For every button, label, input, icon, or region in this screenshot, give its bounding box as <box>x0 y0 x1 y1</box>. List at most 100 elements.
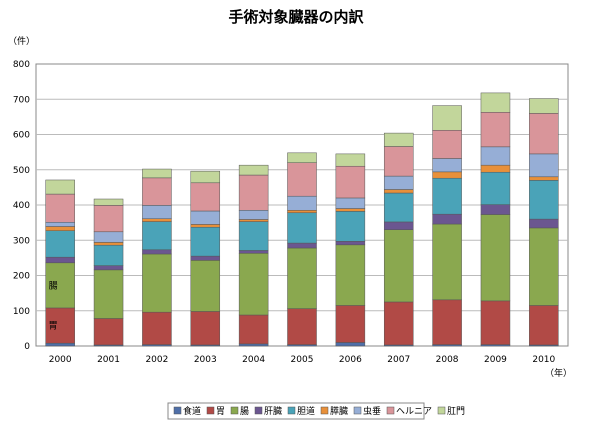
bar-segment <box>383 192 414 223</box>
bar-segment <box>432 130 462 159</box>
bar-segment <box>142 221 172 251</box>
in-bar-labels: 腸胃 <box>49 280 58 331</box>
bar-segment <box>480 171 511 205</box>
bar-segment <box>383 301 414 346</box>
bar-segment <box>383 229 414 303</box>
legend-label: 虫垂 <box>363 405 381 417</box>
bar-segment <box>45 179 75 195</box>
bar-segment <box>190 226 221 257</box>
bar-segment <box>190 182 221 212</box>
bar-segment <box>529 176 559 181</box>
y-tick-label: 100 <box>13 307 30 317</box>
bar-segment <box>142 168 172 179</box>
bar-segment <box>45 222 75 227</box>
bar-segment <box>432 223 462 301</box>
bar-segment <box>287 152 317 163</box>
bar-segment <box>238 250 269 254</box>
bar-segment <box>287 195 317 211</box>
bar-segment <box>480 112 511 148</box>
x-tick-label: 2007 <box>387 355 410 365</box>
bar-segment <box>238 164 269 176</box>
chart-title: 手術対象臓器の内訳 <box>228 8 364 26</box>
bar-segment <box>287 242 317 249</box>
bar-segment <box>190 224 221 228</box>
bar-segment <box>432 171 462 179</box>
legend-label: ヘルニア <box>396 407 432 417</box>
legend-swatch <box>353 406 362 415</box>
bar-segment <box>45 262 75 309</box>
legend-swatch <box>206 406 215 415</box>
bar-segment <box>190 311 221 346</box>
bar-segment <box>45 342 75 347</box>
legend <box>167 402 425 420</box>
bar-segment <box>238 314 269 345</box>
bar-segment <box>45 307 75 344</box>
bar-segment <box>238 219 269 222</box>
x-tick-label: 2006 <box>339 355 362 365</box>
y-tick-label: 400 <box>13 201 30 211</box>
bar-segment <box>335 241 366 246</box>
bar-segment <box>287 162 317 197</box>
bar-segment <box>335 153 366 167</box>
x-tick-label: 2001 <box>97 355 120 365</box>
bar-segment <box>238 253 269 316</box>
x-axis-unit: （年） <box>545 367 572 379</box>
bar-segment <box>45 226 75 231</box>
bar-segment <box>529 98 559 114</box>
bar-segment <box>93 244 124 266</box>
bar-segment <box>93 265 124 271</box>
x-tick-label: 2010 <box>532 355 555 365</box>
bar-segment <box>142 205 172 219</box>
bar-segment <box>480 164 511 173</box>
x-tick-label: 2005 <box>291 355 314 365</box>
bar-segment <box>238 210 269 220</box>
bar-segment <box>190 210 221 225</box>
bar-segment <box>238 221 269 251</box>
bar-segment <box>480 92 511 113</box>
bar-segment <box>383 132 414 147</box>
legend-swatch <box>230 406 239 415</box>
bars <box>45 92 559 347</box>
bar-segment <box>383 146 414 177</box>
bar-segment <box>529 180 559 220</box>
bar-segment <box>335 197 366 209</box>
y-tick-label: 0 <box>24 342 30 352</box>
bar-segment <box>432 158 462 173</box>
bar-segment <box>335 342 366 347</box>
bar-segment <box>45 230 75 258</box>
bar-segment <box>335 211 366 242</box>
x-tick-label: 2000 <box>49 355 72 365</box>
legend-swatch <box>254 406 263 415</box>
y-tick-label: 800 <box>13 60 30 70</box>
legend-label: 腸 <box>240 406 249 417</box>
bar-segment <box>383 221 414 230</box>
bar-segment <box>45 256 75 264</box>
legend-label: 食道 <box>183 405 201 417</box>
x-tick-label: 2002 <box>145 355 168 365</box>
bar-segment <box>480 146 511 166</box>
legend-label: 胃 <box>216 406 225 417</box>
bar-segment <box>93 242 124 246</box>
y-tick-label: 300 <box>13 236 30 246</box>
bar-segment <box>432 213 462 225</box>
in-bar-label: 腸 <box>49 280 58 291</box>
bar-segment <box>529 153 559 178</box>
bar-segment <box>142 177 172 206</box>
bar-segment <box>383 175 414 190</box>
legend-label: 肛門 <box>447 406 465 417</box>
y-tick-label: 700 <box>13 95 30 105</box>
bar-segment <box>93 198 124 206</box>
x-tick-label: 2009 <box>484 355 507 365</box>
legend-label: 膵臓 <box>330 406 348 417</box>
bar-segment <box>383 189 414 194</box>
bar-segment <box>142 253 172 313</box>
bar-segment <box>529 305 559 346</box>
bar-segment <box>190 255 221 261</box>
legend-items: 食道 胃 腸 肝臓 胆道 膵臓 虫垂 ヘルニア 肛門 <box>173 405 465 417</box>
y-axis-ticks: 0 100 200 300 400 500 600 700 800 <box>13 60 30 352</box>
bar-segment <box>529 227 559 306</box>
bar-segment <box>529 113 559 155</box>
bar-segment <box>335 244 366 306</box>
bar-segment <box>93 318 124 346</box>
